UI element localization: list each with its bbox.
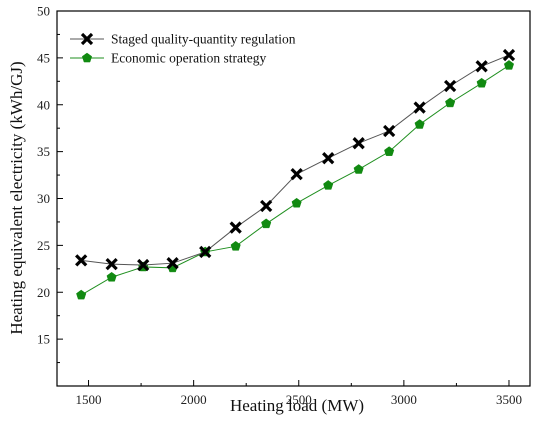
series-1-point-8 xyxy=(323,180,334,190)
legend-marker-economic-pentagon-icon xyxy=(81,52,93,63)
x-axis-label: Heating load (MW) xyxy=(230,396,364,415)
series-0-point-10-stroke-b xyxy=(383,124,396,138)
series-0-point-8-stroke-b xyxy=(322,152,335,165)
x-tick-label-0: 1500 xyxy=(76,392,102,407)
y-tick-label-1: 20 xyxy=(37,285,50,300)
legend-marker-0-shape xyxy=(80,32,94,46)
series-1-point-6 xyxy=(261,218,272,229)
series-0-point-12 xyxy=(443,79,457,93)
series-0 xyxy=(75,48,516,272)
y-tick-label-3: 30 xyxy=(37,191,50,206)
series-0-point-3-stroke-b xyxy=(166,257,179,270)
series-1-line xyxy=(80,64,510,296)
series-0-point-12-stroke-b xyxy=(443,79,457,93)
legend-marker-0-shape-stroke-b xyxy=(80,32,94,46)
legend: Staged quality-quantity regulation Econo… xyxy=(70,32,296,66)
series-0-point-11 xyxy=(413,101,426,114)
series-0-point-13 xyxy=(475,60,488,73)
series-0-point-11-stroke-b xyxy=(413,101,426,114)
plot-frame xyxy=(56,10,531,387)
series-0-point-6-stroke-b xyxy=(260,199,273,213)
series-1-point-9 xyxy=(353,164,364,174)
series-0-point-9-stroke-b xyxy=(352,137,365,150)
series-0-point-6 xyxy=(260,199,273,213)
series-0-point-5-stroke-b xyxy=(229,221,242,234)
y-axis-label: Heating equivalent electricity (kWh/GJ) xyxy=(7,61,26,334)
x-tick-label-2: 2500 xyxy=(286,392,312,407)
y-tick-label-6: 45 xyxy=(37,50,50,65)
series-1-point-11 xyxy=(414,119,425,129)
series-0-point-4 xyxy=(199,245,212,259)
series-0-point-14-stroke-b xyxy=(502,48,516,62)
series-0-point-8 xyxy=(322,152,335,165)
x-tick-label-3: 3000 xyxy=(391,392,417,407)
series-1-point-10 xyxy=(384,146,395,156)
series-0-point-7-stroke-b xyxy=(290,167,303,181)
series-1-point-13 xyxy=(476,77,487,88)
series-1-point-1 xyxy=(106,271,117,282)
series-0-point-4-stroke-b xyxy=(199,245,212,259)
series-0-point-1 xyxy=(105,257,118,271)
series-0-point-1-stroke-b xyxy=(105,257,118,271)
axes: 1500 2000 2500 3000 3500 15 20 25 30 35 40 45 50 xyxy=(37,4,531,407)
legend-label-staged: Staged quality-quantity regulation xyxy=(111,32,296,47)
series-0-point-5 xyxy=(229,221,242,234)
y-tick-label-0: 15 xyxy=(37,332,50,347)
series-0-point-13-stroke-b xyxy=(475,60,488,73)
series-0-point-3 xyxy=(166,257,179,270)
y-tick-label-5: 40 xyxy=(37,97,50,112)
legend-marker-1-shape xyxy=(81,52,93,63)
series-1-point-12 xyxy=(445,97,456,108)
series-1-point-5 xyxy=(230,241,241,251)
series-0-point-10 xyxy=(383,124,396,138)
legend-label-economic: Economic operation strategy xyxy=(111,51,266,66)
series-0-point-7 xyxy=(290,167,303,181)
series-0-point-0 xyxy=(75,254,88,267)
series-1-point-0 xyxy=(76,289,87,300)
series-0-line xyxy=(81,54,510,266)
x-tick-label-4: 3500 xyxy=(496,392,522,407)
x-tick-label-1: 2000 xyxy=(181,392,207,407)
series-0-point-0-stroke-b xyxy=(75,254,88,267)
legend-item-economic: Economic operation strategy xyxy=(70,51,266,66)
series-0-point-2-stroke-b xyxy=(137,258,150,272)
legend-item-staged: Staged quality-quantity regulation xyxy=(70,32,296,47)
y-tick-label-2: 25 xyxy=(37,238,50,253)
series-0-point-14 xyxy=(502,48,516,62)
series-1-point-14 xyxy=(503,60,515,70)
series-layer xyxy=(75,48,516,300)
series-0-point-2 xyxy=(137,258,150,272)
y-tick-label-4: 35 xyxy=(37,144,50,159)
y-tick-label-7: 50 xyxy=(37,4,50,19)
series-1-point-7 xyxy=(291,197,302,208)
legend-marker-staged-x-icon xyxy=(80,32,94,46)
series-0-point-9 xyxy=(352,137,365,150)
